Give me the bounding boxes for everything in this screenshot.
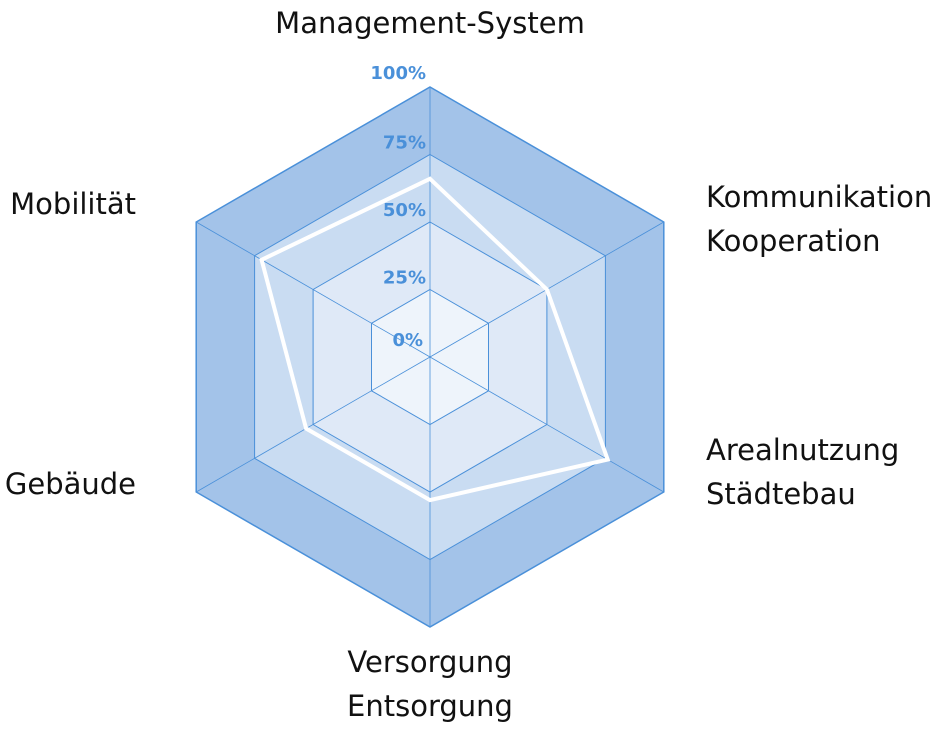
series-line-0 — [259, 176, 611, 503]
axis-label-arealnutzung-staedtebau: Arealnutzung Städtebau — [706, 429, 899, 516]
axis-label-line: Mobilität — [10, 187, 136, 221]
axis-label-line: Gebäude — [4, 467, 136, 501]
grid-spoke — [195, 221, 431, 358]
axis-label-management-system: Management-System — [275, 2, 585, 46]
tick-label: 50% — [383, 200, 426, 221]
tick-label: 25% — [383, 268, 426, 289]
grid-spokes — [195, 87, 665, 627]
tick-label: 75% — [383, 133, 426, 154]
axis-label-versorgung-entsorgung: Versorgung Entsorgung — [347, 641, 513, 728]
grid-spoke — [195, 356, 431, 493]
axis-label-gebaeude: Gebäude — [5, 463, 136, 507]
axis-label-kommunikation-kooperation: Kommunikation Kooperation — [706, 176, 932, 263]
grid-spoke — [429, 356, 665, 493]
axis-label-line: Arealnutzung — [706, 433, 900, 467]
axis-label-mobilitaet: Mobilität — [10, 183, 136, 227]
axis-label-line: Management-System — [275, 6, 585, 40]
axis-label-line: Kommunikation — [706, 180, 933, 214]
tick-label: 100% — [370, 63, 426, 84]
axis-label-line: Kooperation — [706, 223, 881, 258]
axis-label-line: Versorgung — [347, 645, 513, 679]
series-layer — [259, 176, 611, 503]
axis-label-line: Entsorgung — [347, 688, 513, 723]
axis-label-line: Städtebau — [706, 476, 856, 511]
tick-labels: 0% 25% 50% 75% 100% — [370, 63, 426, 351]
tick-label: 0% — [392, 330, 423, 351]
